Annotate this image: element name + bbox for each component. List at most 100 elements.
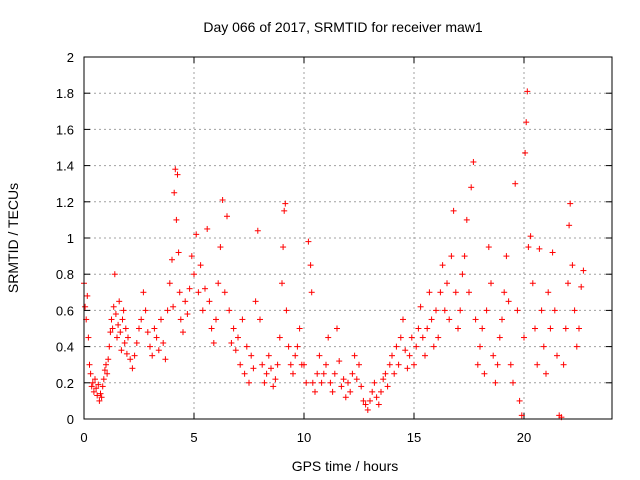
data-point bbox=[402, 347, 409, 354]
data-point bbox=[461, 253, 468, 260]
data-point bbox=[543, 370, 549, 377]
data-point bbox=[197, 262, 204, 269]
data-point bbox=[386, 361, 393, 368]
x-tick-label: 5 bbox=[190, 430, 197, 445]
data-point bbox=[428, 316, 435, 323]
data-point bbox=[254, 227, 261, 234]
data-point bbox=[305, 238, 312, 245]
data-point bbox=[164, 307, 171, 314]
data-point bbox=[170, 303, 177, 310]
data-point bbox=[138, 316, 145, 323]
data-point bbox=[468, 184, 475, 191]
data-point bbox=[259, 361, 266, 368]
data-point bbox=[215, 280, 222, 287]
data-point bbox=[92, 376, 98, 383]
data-point bbox=[140, 289, 147, 296]
data-point bbox=[503, 253, 510, 260]
data-point bbox=[444, 280, 450, 287]
data-point bbox=[371, 379, 378, 386]
data-point bbox=[512, 180, 519, 187]
data-point bbox=[280, 244, 287, 251]
data-point bbox=[127, 356, 134, 363]
y-tick-label: 1 bbox=[67, 231, 74, 246]
data-point bbox=[217, 244, 224, 251]
data-point bbox=[176, 289, 183, 296]
data-point bbox=[265, 352, 272, 359]
data-point bbox=[195, 289, 202, 296]
data-point bbox=[307, 262, 314, 269]
data-point bbox=[228, 339, 235, 346]
data-point bbox=[345, 379, 351, 386]
data-point bbox=[171, 189, 178, 196]
data-point bbox=[230, 325, 237, 332]
x-tick-label: 20 bbox=[517, 430, 531, 445]
data-point bbox=[430, 343, 437, 350]
data-point bbox=[125, 334, 131, 341]
data-point bbox=[525, 244, 532, 251]
data-point bbox=[99, 383, 106, 390]
data-point bbox=[106, 343, 113, 350]
data-point bbox=[158, 316, 164, 323]
x-tick-label: 0 bbox=[80, 430, 87, 445]
data-point bbox=[578, 283, 585, 290]
data-point bbox=[565, 280, 571, 287]
data-point bbox=[117, 329, 124, 336]
data-point bbox=[323, 361, 329, 368]
data-point bbox=[153, 334, 160, 341]
data-point bbox=[193, 231, 200, 238]
data-point bbox=[490, 352, 497, 359]
data-point bbox=[283, 307, 290, 314]
data-point bbox=[496, 334, 503, 341]
data-point bbox=[180, 329, 186, 336]
data-point bbox=[441, 307, 448, 314]
data-point bbox=[206, 298, 213, 305]
data-point bbox=[90, 388, 97, 395]
data-point bbox=[276, 334, 283, 341]
data-point bbox=[160, 339, 167, 346]
data-point bbox=[320, 370, 327, 377]
data-point bbox=[101, 367, 108, 374]
data-point bbox=[573, 343, 580, 350]
data-point bbox=[144, 329, 151, 336]
data-point bbox=[527, 233, 534, 240]
data-point bbox=[118, 347, 125, 354]
data-point bbox=[338, 383, 345, 390]
data-point bbox=[384, 383, 391, 390]
data-point bbox=[417, 303, 424, 310]
data-point bbox=[389, 352, 395, 359]
data-point bbox=[226, 307, 233, 314]
data-point bbox=[567, 200, 574, 207]
data-point bbox=[562, 325, 569, 332]
data-point bbox=[347, 388, 354, 395]
data-point bbox=[116, 298, 123, 305]
data-point bbox=[353, 376, 360, 383]
data-point bbox=[483, 307, 490, 314]
y-axis-label: SRMTID / TECUs bbox=[5, 183, 21, 293]
data-point bbox=[560, 361, 567, 368]
y-tick-label: 0.8 bbox=[56, 267, 74, 282]
data-point bbox=[415, 325, 422, 332]
x-tick-label: 15 bbox=[407, 430, 421, 445]
data-point bbox=[199, 307, 206, 314]
data-point bbox=[115, 321, 122, 328]
data-point bbox=[369, 388, 376, 395]
y-tick-label: 0.2 bbox=[56, 376, 74, 391]
data-point bbox=[472, 316, 479, 323]
data-point bbox=[257, 316, 263, 323]
y-tick-label: 1.2 bbox=[56, 195, 74, 210]
data-point bbox=[88, 383, 95, 390]
x-tick-labels: 0 5 10 15 20 bbox=[80, 430, 531, 445]
data-point bbox=[492, 379, 499, 386]
data-point bbox=[252, 298, 259, 305]
data-point bbox=[155, 347, 162, 354]
data-point bbox=[112, 311, 119, 318]
y-tick-label: 0.6 bbox=[56, 303, 74, 318]
data-point bbox=[510, 379, 516, 386]
data-point bbox=[261, 379, 268, 386]
data-point bbox=[133, 339, 140, 346]
data-point bbox=[554, 352, 560, 359]
data-point bbox=[466, 289, 472, 296]
data-point bbox=[85, 334, 92, 341]
data-point bbox=[494, 361, 501, 368]
